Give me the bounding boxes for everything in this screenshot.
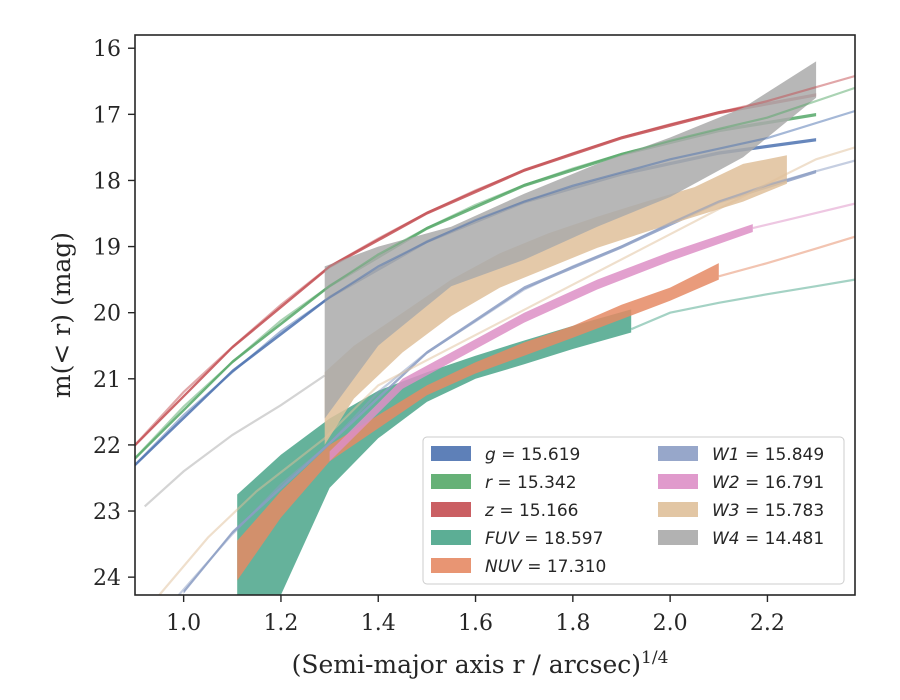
- y-tick-label: 19: [93, 236, 121, 261]
- profile-band-nuv: [237, 263, 719, 581]
- legend-label-fuv: FUV = 18.597: [485, 529, 603, 549]
- fit-line-z: [135, 74, 855, 446]
- legend-label-w4: W4 = 14.481: [712, 529, 824, 549]
- y-tick-label: 17: [93, 103, 121, 128]
- y-tick-label: 23: [93, 500, 121, 525]
- legend: g = 15.619 r = 15.342 z = 15.166 FUV = 18.5…: [422, 436, 845, 585]
- fit-line-nuv: [718, 235, 855, 278]
- fit-line-fuv: [630, 278, 855, 331]
- x-tick-label: 1.2: [263, 611, 298, 636]
- y-tick-label: 22: [93, 434, 121, 459]
- legend-swatch-z: [431, 502, 471, 517]
- x-tick-label: 2.2: [750, 611, 785, 636]
- fit-line-r: [135, 86, 855, 459]
- legend-swatch-w3: [658, 502, 698, 517]
- profile-band-fuv: [237, 309, 632, 595]
- legend-swatch-w4: [658, 530, 698, 545]
- legend-swatch-r: [431, 474, 471, 489]
- fit-line-g: [135, 109, 855, 466]
- profile-band-w3: [324, 155, 787, 445]
- legend-label-nuv: NUV = 17.310: [485, 557, 606, 577]
- fit-line-w4: [143, 374, 326, 508]
- y-tick-label: 21: [93, 368, 121, 393]
- y-tick-label: 16: [93, 37, 121, 62]
- y-axis-label: m(< r) (mag): [47, 232, 76, 398]
- x-tick-label: 2.0: [653, 611, 688, 636]
- profile-band-w4: [324, 61, 817, 419]
- legend-swatch-g: [431, 446, 471, 461]
- legend-label-w2: W2 = 16.791: [712, 473, 824, 493]
- fit-line-w1: [177, 159, 855, 595]
- x-axis-label-superscript: 1/4: [641, 648, 668, 668]
- legend-swatch-w1: [658, 446, 698, 461]
- legend-swatch-w2: [658, 474, 698, 489]
- legend-frame: [422, 436, 845, 585]
- plot-frame: [134, 34, 856, 596]
- legend-label-r: r = 15.342: [485, 473, 577, 493]
- legend-label-w3: W3 = 15.783: [712, 501, 824, 521]
- x-tick-label: 1.8: [555, 611, 590, 636]
- legend-label-w1: W1 = 15.849: [712, 445, 824, 465]
- y-tick-label: 20: [93, 302, 121, 327]
- x-tick-label: 1.4: [361, 611, 396, 636]
- x-tick-label: 1.0: [166, 611, 201, 636]
- fit-line-w2: [752, 202, 855, 230]
- x-tick-label: 1.6: [458, 611, 493, 636]
- legend-label-g: g = 15.619: [485, 445, 580, 465]
- legend-swatch-fuv: [431, 530, 471, 545]
- fit-line-w3: [158, 146, 855, 595]
- legend-swatch-nuv: [431, 558, 471, 573]
- legend-label-z: z = 15.166: [484, 501, 578, 521]
- y-tick-label: 24: [93, 566, 121, 591]
- x-axis-label: (Semi-major axis r / arcsec)1/4: [292, 648, 669, 679]
- y-tick-label: 18: [93, 169, 121, 194]
